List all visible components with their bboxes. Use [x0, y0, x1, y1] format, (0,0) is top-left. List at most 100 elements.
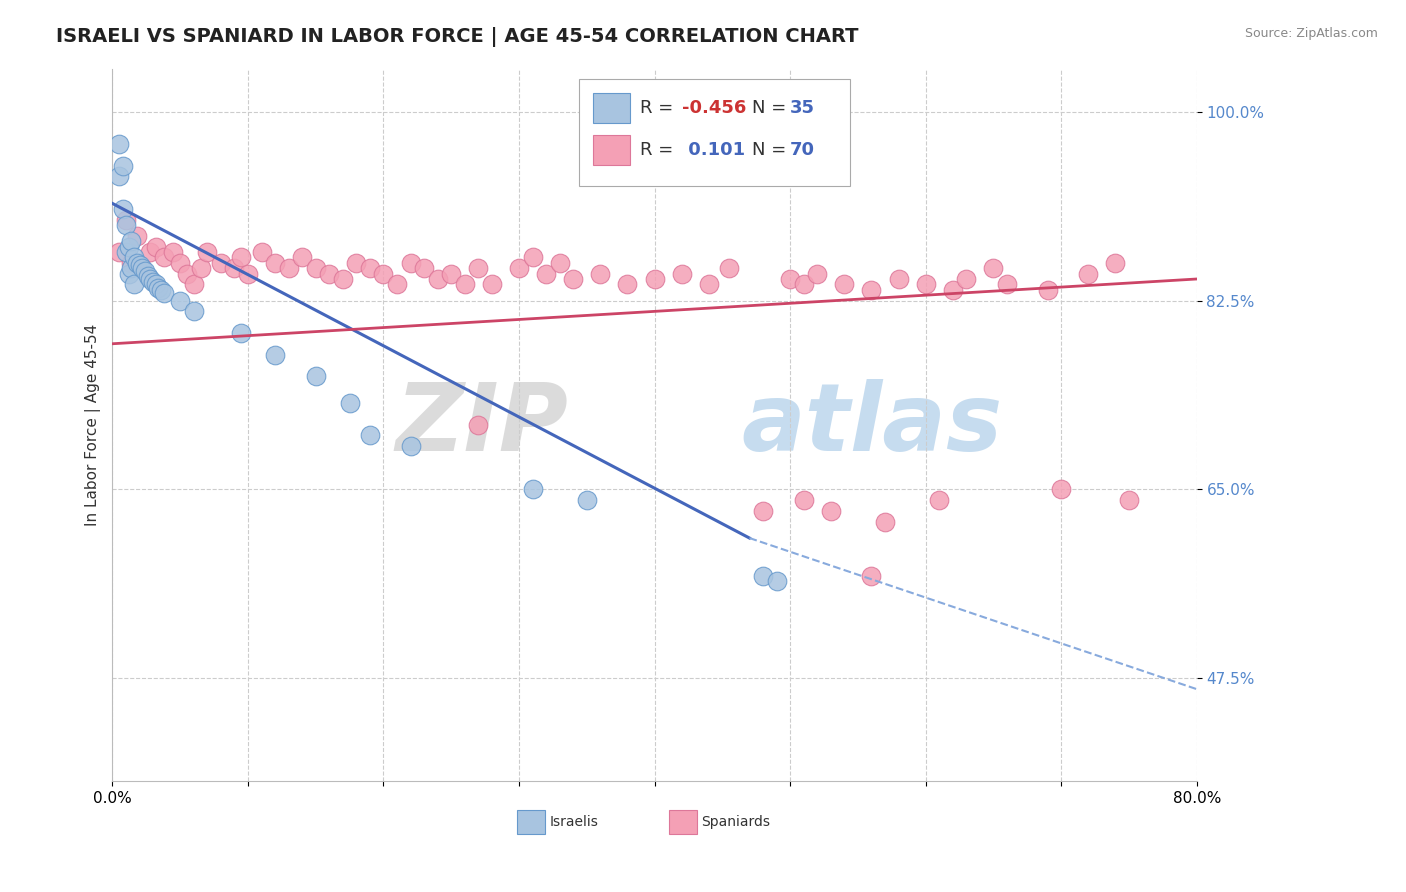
- Point: [190, 261, 212, 276]
- Text: ZIP: ZIP: [395, 379, 568, 471]
- Point: [995, 277, 1018, 292]
- Point: [616, 277, 638, 292]
- Point: [548, 256, 571, 270]
- Point: [264, 347, 287, 361]
- Point: [195, 245, 218, 260]
- Text: Source: ZipAtlas.com: Source: ZipAtlas.com: [1244, 27, 1378, 40]
- Point: [467, 417, 489, 432]
- Point: [131, 261, 153, 276]
- Point: [534, 267, 557, 281]
- FancyBboxPatch shape: [517, 810, 546, 834]
- Point: [1077, 267, 1099, 281]
- Point: [339, 396, 361, 410]
- Point: [108, 245, 131, 260]
- Point: [671, 267, 693, 281]
- Point: [1118, 493, 1140, 508]
- Point: [112, 202, 135, 216]
- Text: R =: R =: [641, 142, 679, 160]
- Point: [806, 267, 828, 281]
- Point: [250, 245, 273, 260]
- Point: [399, 439, 422, 453]
- FancyBboxPatch shape: [593, 93, 630, 123]
- Point: [575, 493, 598, 508]
- Text: R =: R =: [641, 99, 679, 117]
- Point: [318, 267, 340, 281]
- Point: [134, 264, 156, 278]
- Text: 70: 70: [790, 142, 815, 160]
- Point: [183, 304, 205, 318]
- Point: [697, 277, 720, 292]
- Point: [413, 261, 436, 276]
- Point: [120, 256, 142, 270]
- Point: [122, 251, 145, 265]
- Text: ISRAELI VS SPANIARD IN LABOR FORCE | AGE 45-54 CORRELATION CHART: ISRAELI VS SPANIARD IN LABOR FORCE | AGE…: [56, 27, 859, 46]
- Point: [373, 267, 395, 281]
- Point: [153, 251, 176, 265]
- Point: [118, 239, 141, 253]
- FancyBboxPatch shape: [593, 136, 630, 165]
- Point: [131, 261, 153, 276]
- Text: atlas: atlas: [741, 379, 1002, 471]
- Text: N =: N =: [752, 142, 792, 160]
- FancyBboxPatch shape: [579, 79, 849, 186]
- Point: [752, 504, 775, 518]
- Y-axis label: In Labor Force | Age 45-54: In Labor Force | Age 45-54: [86, 324, 101, 525]
- Point: [115, 212, 138, 227]
- Point: [176, 267, 198, 281]
- Point: [399, 256, 422, 270]
- Text: 35: 35: [790, 99, 815, 117]
- Point: [148, 280, 170, 294]
- Point: [120, 234, 142, 248]
- Point: [1050, 483, 1073, 497]
- Point: [112, 159, 135, 173]
- Point: [481, 277, 503, 292]
- Point: [118, 267, 141, 281]
- Text: Israelis: Israelis: [550, 815, 599, 830]
- Point: [983, 261, 1005, 276]
- Point: [508, 261, 530, 276]
- Text: -0.456: -0.456: [682, 99, 747, 117]
- Point: [125, 256, 148, 270]
- Point: [153, 286, 176, 301]
- Point: [887, 272, 910, 286]
- Point: [169, 256, 191, 270]
- Point: [162, 245, 184, 260]
- Point: [873, 515, 896, 529]
- Point: [522, 251, 544, 265]
- Point: [793, 493, 815, 508]
- Point: [150, 283, 173, 297]
- Point: [231, 326, 253, 340]
- Point: [145, 239, 167, 253]
- Point: [125, 228, 148, 243]
- Point: [644, 272, 666, 286]
- Point: [426, 272, 449, 286]
- Point: [108, 169, 131, 184]
- Point: [139, 272, 162, 286]
- Point: [385, 277, 408, 292]
- Text: Spaniards: Spaniards: [702, 815, 770, 830]
- Point: [589, 267, 612, 281]
- Point: [454, 277, 477, 292]
- Text: 0.101: 0.101: [682, 142, 745, 160]
- Point: [305, 369, 328, 384]
- Point: [108, 137, 131, 152]
- Point: [1036, 283, 1059, 297]
- Point: [562, 272, 585, 286]
- FancyBboxPatch shape: [669, 810, 697, 834]
- Point: [115, 245, 138, 260]
- Point: [139, 245, 162, 260]
- Point: [291, 251, 314, 265]
- Point: [236, 267, 259, 281]
- Point: [183, 277, 205, 292]
- Point: [752, 569, 775, 583]
- Point: [522, 483, 544, 497]
- Point: [440, 267, 463, 281]
- Point: [793, 277, 815, 292]
- Point: [142, 275, 165, 289]
- Point: [264, 256, 287, 270]
- Point: [115, 218, 138, 232]
- Point: [332, 272, 354, 286]
- Point: [344, 256, 367, 270]
- Point: [955, 272, 977, 286]
- Point: [1104, 256, 1126, 270]
